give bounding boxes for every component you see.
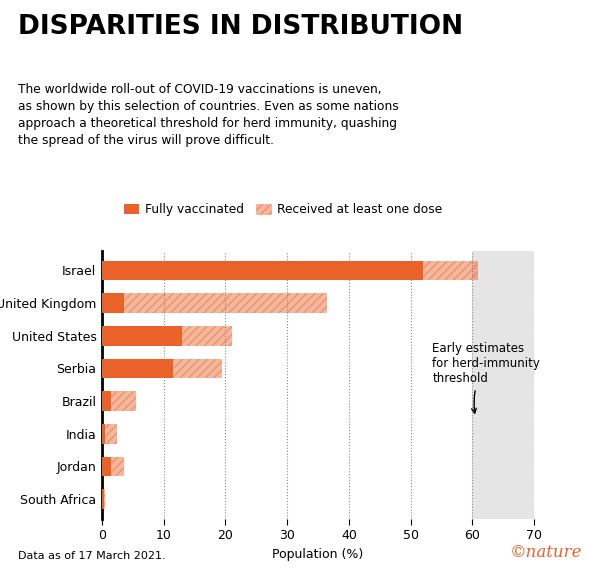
Text: ©nature: ©nature [509, 544, 582, 561]
X-axis label: Population (%): Population (%) [272, 548, 364, 561]
Text: DISPARITIES IN DISTRIBUTION: DISPARITIES IN DISTRIBUTION [18, 14, 463, 40]
Bar [102, 489, 105, 509]
Bar [102, 326, 232, 345]
Bar [102, 391, 111, 411]
Bar [102, 489, 104, 509]
Bar [102, 294, 124, 313]
Text: The worldwide roll-out of COVID-19 vaccinations is uneven,
as shown by this sele: The worldwide roll-out of COVID-19 vacci… [18, 83, 399, 146]
Bar [102, 424, 118, 443]
Bar [472, 251, 534, 519]
Bar [102, 457, 124, 476]
Bar [102, 391, 136, 411]
Bar [102, 424, 105, 443]
Bar [102, 359, 223, 378]
Bar [102, 260, 423, 280]
Legend: Fully vaccinated, Received at least one dose: Fully vaccinated, Received at least one … [119, 198, 448, 221]
Bar [102, 294, 327, 313]
Text: Early estimates
for herd-immunity
threshold: Early estimates for herd-immunity thresh… [432, 342, 540, 413]
Text: Data as of 17 March 2021.: Data as of 17 March 2021. [18, 551, 166, 561]
Bar [102, 457, 111, 476]
Bar [102, 260, 478, 280]
Bar [102, 326, 182, 345]
Bar [102, 359, 173, 378]
